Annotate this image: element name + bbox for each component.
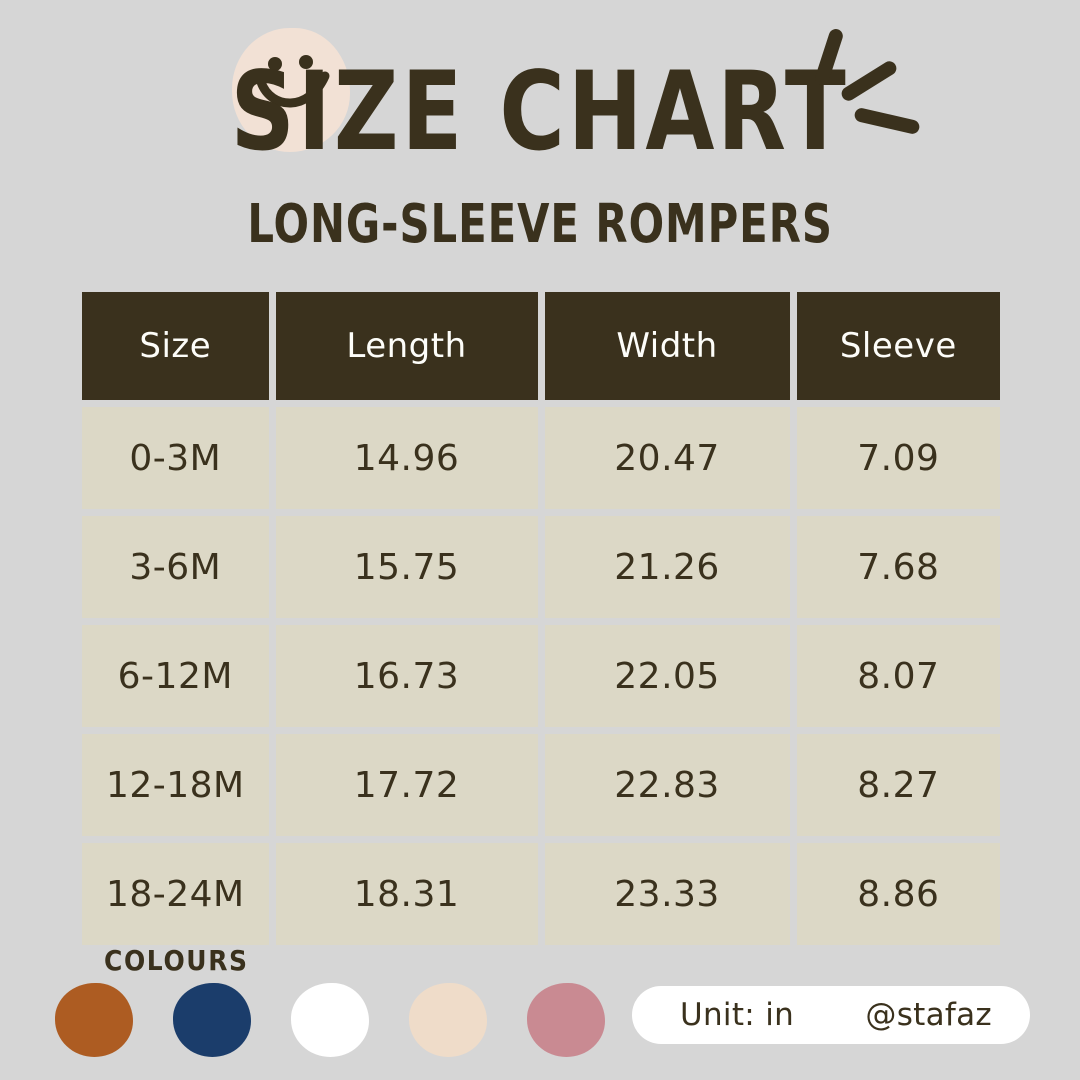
page-title-wrap: SIZE CHART: [0, 57, 1080, 166]
table-cell-width: 23.33: [544, 843, 790, 945]
table-cell-value: 16.73: [353, 655, 460, 697]
table-cell-size: 6-12M: [82, 625, 269, 727]
colour-swatch-rust[interactable]: [55, 983, 133, 1057]
page-header: SIZE CHART LONG-SLEEVE ROMPERS: [0, 0, 1080, 285]
table-cell-width: 22.83: [544, 734, 790, 836]
table-cell-length: 17.72: [275, 734, 538, 836]
table-cell-value: 14.96: [353, 437, 460, 479]
table-cell-sleeve: 8.27: [796, 734, 1000, 836]
table-cell-width: 20.47: [544, 407, 790, 509]
page-subtitle: LONG-SLEEVE ROMPERS: [247, 193, 833, 256]
table-cell-length: 16.73: [275, 625, 538, 727]
sparkle-stroke-2: [839, 58, 899, 104]
colour-swatch-white[interactable]: [291, 983, 369, 1057]
table-header-label-size: Size: [139, 326, 212, 366]
table-cell-sleeve: 7.68: [796, 516, 1000, 618]
smiley-blob-background: [232, 28, 350, 152]
table-cell-sleeve: 8.86: [796, 843, 1000, 945]
table-cell-length: 14.96: [275, 407, 538, 509]
table-cell-value: 8.27: [857, 764, 940, 806]
table-cell-value: 15.75: [353, 546, 460, 588]
table-row: 6-12M 16.73 22.05 8.07: [82, 625, 1000, 727]
table-row: 18-24M 18.31 23.33 8.86: [82, 843, 1000, 945]
table-cell-size: 18-24M: [82, 843, 269, 945]
table-cell-value: 6-12M: [117, 655, 233, 697]
table-cell-sleeve: 8.07: [796, 625, 1000, 727]
table-cell-value: 22.05: [614, 655, 720, 697]
colours-label: COLOURS: [104, 944, 249, 977]
table-cell-sleeve: 7.09: [796, 407, 1000, 509]
sparkle-stroke-1: [813, 27, 845, 87]
table-cell-width: 21.26: [544, 516, 790, 618]
table-header-cell-length: Length: [275, 292, 538, 400]
table-cell-value: 7.68: [857, 546, 940, 588]
table-cell-length: 18.31: [275, 843, 538, 945]
sparkle-stroke-3: [853, 106, 921, 136]
footer-info-pill: Unit: in @stafaz: [632, 986, 1030, 1044]
brand-handle: @stafaz: [865, 997, 992, 1033]
table-cell-value: 8.07: [857, 655, 940, 697]
table-cell-value: 7.09: [857, 437, 940, 479]
table-header-label-width: Width: [616, 326, 718, 366]
colour-swatch-list: [55, 983, 605, 1057]
table-header-cell-width: Width: [544, 292, 790, 400]
table-cell-value: 12-18M: [105, 764, 245, 806]
unit-label: Unit: in: [680, 997, 795, 1033]
page-title: SIZE CHART: [230, 48, 850, 175]
table-header-row: Size Length Width Sleeve: [82, 292, 1000, 400]
colour-swatch-navy[interactable]: [173, 983, 251, 1057]
table-header-label-sleeve: Sleeve: [839, 326, 957, 366]
table-cell-size: 0-3M: [82, 407, 269, 509]
table-header-label-length: Length: [346, 326, 467, 366]
table-cell-value: 20.47: [614, 437, 720, 479]
table-cell-size: 12-18M: [82, 734, 269, 836]
table-row: 3-6M 15.75 21.26 7.68: [82, 516, 1000, 618]
table-cell-value: 23.33: [614, 873, 720, 915]
table-cell-size: 3-6M: [82, 516, 269, 618]
table-header-cell-size: Size: [82, 292, 269, 400]
size-chart-table: Size Length Width Sleeve 0-3M 14.96 20.4…: [82, 292, 1000, 952]
table-cell-value: 0-3M: [129, 437, 222, 479]
table-row: 0-3M 14.96 20.47 7.09: [82, 407, 1000, 509]
table-cell-width: 22.05: [544, 625, 790, 727]
table-cell-value: 8.86: [857, 873, 940, 915]
table-cell-value: 17.72: [353, 764, 460, 806]
table-cell-value: 22.83: [614, 764, 720, 806]
colour-swatch-beige[interactable]: [409, 983, 487, 1057]
table-cell-value: 18-24M: [105, 873, 245, 915]
table-cell-value: 3-6M: [129, 546, 222, 588]
table-cell-value: 21.26: [614, 546, 720, 588]
table-header-cell-sleeve: Sleeve: [796, 292, 1000, 400]
smiley-face-icon: [256, 55, 330, 108]
sparkle-lines-icon: [800, 22, 950, 152]
table-cell-length: 15.75: [275, 516, 538, 618]
colour-swatch-rose[interactable]: [527, 983, 605, 1057]
table-row: 12-18M 17.72 22.83 8.27: [82, 734, 1000, 836]
table-cell-value: 18.31: [353, 873, 460, 915]
page-subtitle-wrap: LONG-SLEEVE ROMPERS: [0, 197, 1080, 251]
